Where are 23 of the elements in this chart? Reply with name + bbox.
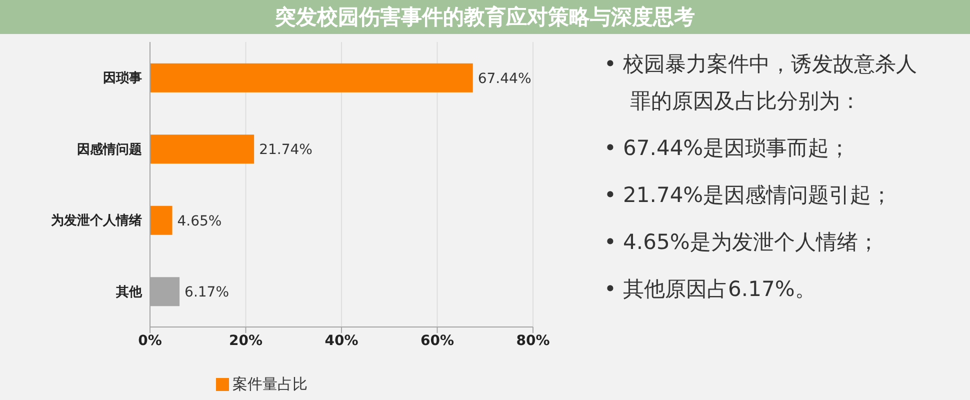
text: • 4.65%是为发泄个人情绪； <box>604 229 880 256</box>
y-tick-label: 因感情问题 <box>77 141 142 158</box>
x-tick-label: 80% <box>516 332 550 349</box>
data-label: 4.65% <box>177 213 222 230</box>
bar <box>150 63 473 92</box>
x-tick-label: 20% <box>228 332 263 349</box>
data-label: 6.17% <box>184 284 230 301</box>
data-label: 21.74% <box>259 142 312 158</box>
data-label: 67.44% <box>478 70 532 87</box>
bar <box>150 134 254 164</box>
y-tick-label: 因琐事 <box>103 71 142 86</box>
y-tick-label: 为发泄个人情绪 <box>51 214 142 229</box>
bar <box>150 206 172 235</box>
legend-label: 案件量占比 <box>232 375 308 393</box>
text: • 67.44%是因琐事而起； <box>604 135 852 162</box>
y-tick-label: 其他 <box>115 284 143 300</box>
text: • 其他原因占6.17%。 <box>604 276 817 303</box>
x-tick-label: 60% <box>420 332 454 349</box>
text: • 校园暴力案件中，诱发故意杀人罪的原因及占比分别为： <box>604 51 918 115</box>
chart-title: 突发校园伤害事件的教育应对策略与深度思考 <box>0 0 970 34</box>
x-tick-label: 0% <box>138 332 162 349</box>
x-tick-label: 40% <box>324 332 358 349</box>
text: • 21.74%是因感情问题引起； <box>604 182 894 209</box>
